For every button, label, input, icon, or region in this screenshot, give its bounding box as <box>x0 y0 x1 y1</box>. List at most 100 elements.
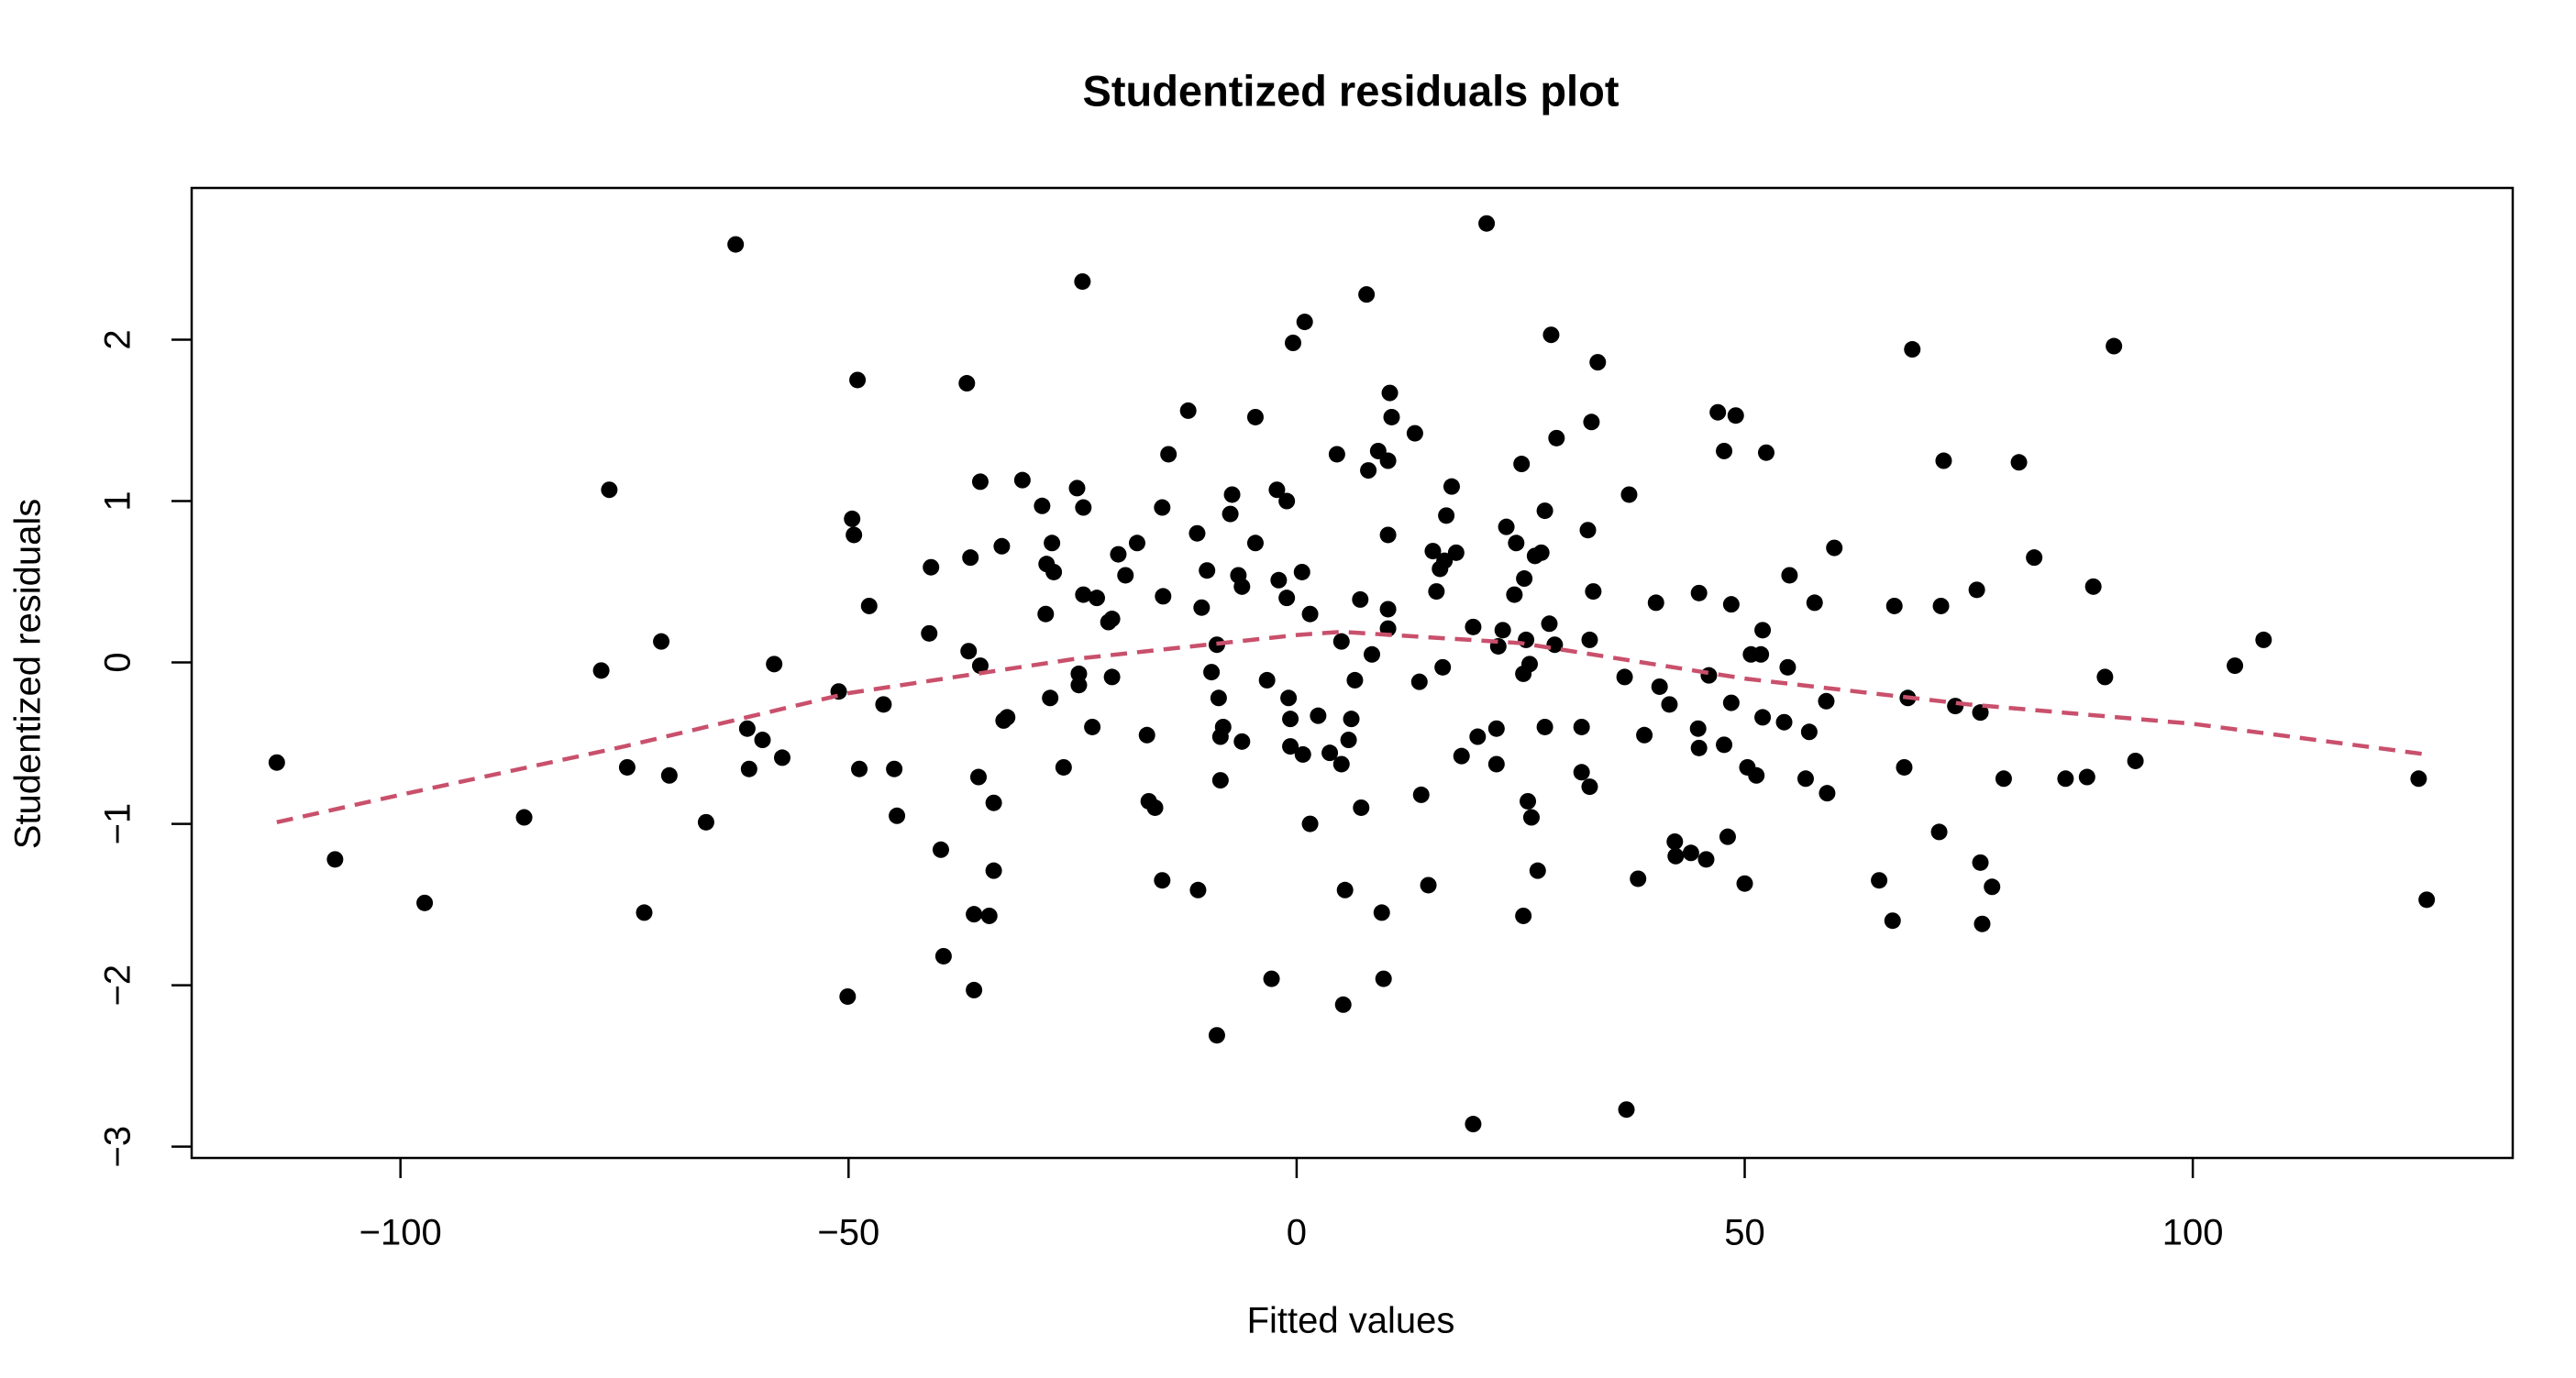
point <box>1775 713 1793 731</box>
point <box>1666 832 1684 850</box>
y-axis-label: Studentized residuals <box>8 499 49 849</box>
point <box>985 794 1002 811</box>
point <box>1420 876 1437 894</box>
point <box>1573 764 1590 781</box>
point <box>875 696 892 713</box>
point <box>1188 524 1206 542</box>
point <box>1285 334 1302 351</box>
point <box>1154 872 1171 889</box>
point <box>1884 912 1901 930</box>
point <box>1434 658 1452 676</box>
point <box>1189 881 1207 898</box>
point <box>1193 599 1211 616</box>
plot-frame <box>190 186 2515 1160</box>
point <box>1406 424 1423 442</box>
point <box>1620 486 1638 503</box>
point <box>1233 578 1251 595</box>
point <box>1424 543 1442 560</box>
point <box>1984 878 2001 896</box>
point <box>1155 588 1172 605</box>
point <box>1647 594 1664 612</box>
point <box>1930 823 1948 841</box>
point <box>2418 891 2436 909</box>
y-tick-label: −2 <box>98 965 138 1007</box>
point <box>1757 444 1774 461</box>
point <box>1321 744 1339 762</box>
point <box>1128 535 1145 552</box>
point <box>1353 799 1370 816</box>
point <box>1146 799 1164 816</box>
point <box>601 481 618 499</box>
point <box>773 749 790 766</box>
point <box>1494 622 1511 639</box>
point <box>1968 581 1985 599</box>
point <box>1282 738 1299 755</box>
point <box>849 371 867 389</box>
y-tick-label: 0 <box>98 652 138 672</box>
point <box>960 643 978 660</box>
point <box>971 473 989 491</box>
point <box>1800 723 1818 741</box>
point <box>2255 631 2272 648</box>
point <box>1709 403 1727 421</box>
point <box>921 624 938 642</box>
point <box>1630 870 1647 887</box>
point <box>1727 407 1744 424</box>
point <box>846 526 863 544</box>
point <box>1935 452 1952 469</box>
point <box>1208 1027 1225 1044</box>
point <box>1263 970 1280 987</box>
point <box>889 807 906 824</box>
x-tick-label: 50 <box>1724 1213 1765 1253</box>
point <box>1546 636 1564 654</box>
point <box>1117 567 1134 584</box>
point <box>1383 408 1400 425</box>
point <box>1754 709 1772 726</box>
point <box>1296 314 1313 331</box>
point <box>1618 1101 1635 1119</box>
point <box>1453 747 1470 765</box>
point <box>1258 671 1276 689</box>
point <box>1469 728 1487 745</box>
point <box>1498 518 1515 535</box>
point <box>1410 673 1428 690</box>
point <box>1465 618 1482 635</box>
y-tick-label: −3 <box>98 1126 138 1168</box>
point <box>1334 996 1352 1013</box>
point <box>1779 658 1797 676</box>
x-tick-label: −100 <box>359 1213 442 1253</box>
point <box>1346 671 1364 689</box>
point <box>1697 851 1715 868</box>
point <box>1826 539 1843 557</box>
point <box>1233 733 1251 750</box>
point <box>1210 689 1227 707</box>
point <box>969 768 987 786</box>
point <box>860 597 878 614</box>
point <box>653 633 670 650</box>
point <box>1360 462 1377 480</box>
point <box>1044 535 1061 552</box>
point <box>1532 544 1550 561</box>
point <box>980 907 998 924</box>
point <box>1222 505 1239 523</box>
point <box>886 760 903 777</box>
point <box>1700 667 1718 684</box>
point <box>1797 770 1814 788</box>
point <box>1373 904 1390 921</box>
point <box>1328 446 1345 463</box>
point <box>1436 552 1454 569</box>
point <box>1973 915 1991 932</box>
point <box>1037 605 1055 623</box>
point <box>1310 707 1327 724</box>
point <box>934 947 952 965</box>
point <box>1088 590 1105 607</box>
chart-title: Studentized residuals plot <box>1083 66 1620 115</box>
point <box>1352 590 1369 608</box>
point <box>1548 429 1565 446</box>
point <box>1722 694 1740 711</box>
point <box>1160 446 1177 463</box>
y-tick-label: 1 <box>98 491 138 511</box>
point <box>1722 596 1740 613</box>
point <box>1138 726 1155 744</box>
point <box>416 894 434 911</box>
